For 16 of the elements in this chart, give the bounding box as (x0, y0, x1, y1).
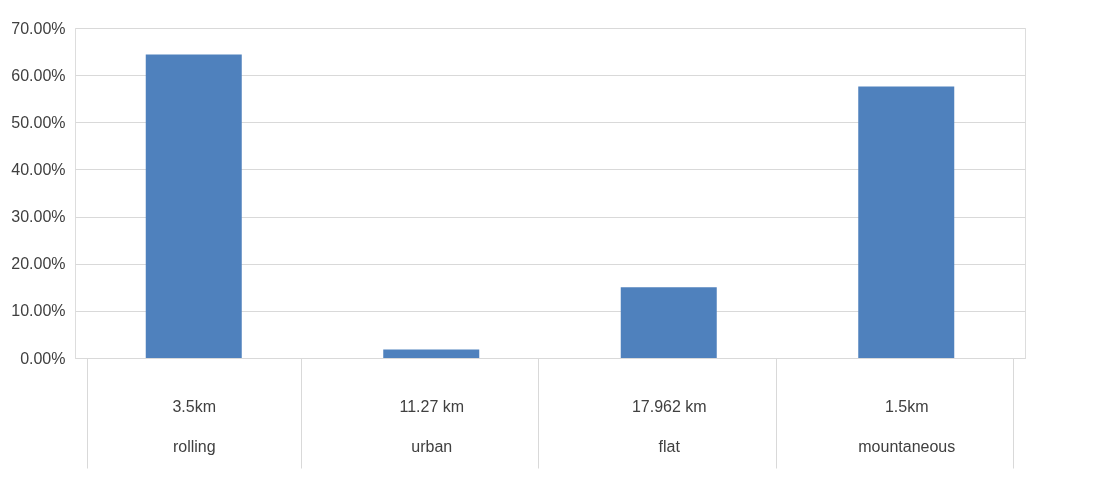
category-label: 11.27 km urban (399, 397, 465, 455)
bar (620, 287, 717, 358)
bar (858, 86, 955, 358)
category-label: 3.5km rolling (172, 397, 217, 455)
y-tick-label: 60.00% (11, 66, 66, 84)
y-tick-label: 20.00% (11, 255, 66, 273)
y-tick-label: 10.00% (11, 302, 66, 320)
y-tick-label: 70.00% (11, 19, 66, 37)
bar (383, 349, 480, 358)
category-label: 1.5km mountaneous (858, 397, 956, 455)
y-tick-label: 0.00% (20, 349, 66, 367)
category-label: 17.962 km flat (631, 397, 707, 455)
y-tick-label: 40.00% (11, 160, 66, 178)
y-tick-label: 30.00% (11, 208, 66, 226)
bar (145, 54, 242, 358)
y-tick-label: 50.00% (11, 113, 66, 131)
